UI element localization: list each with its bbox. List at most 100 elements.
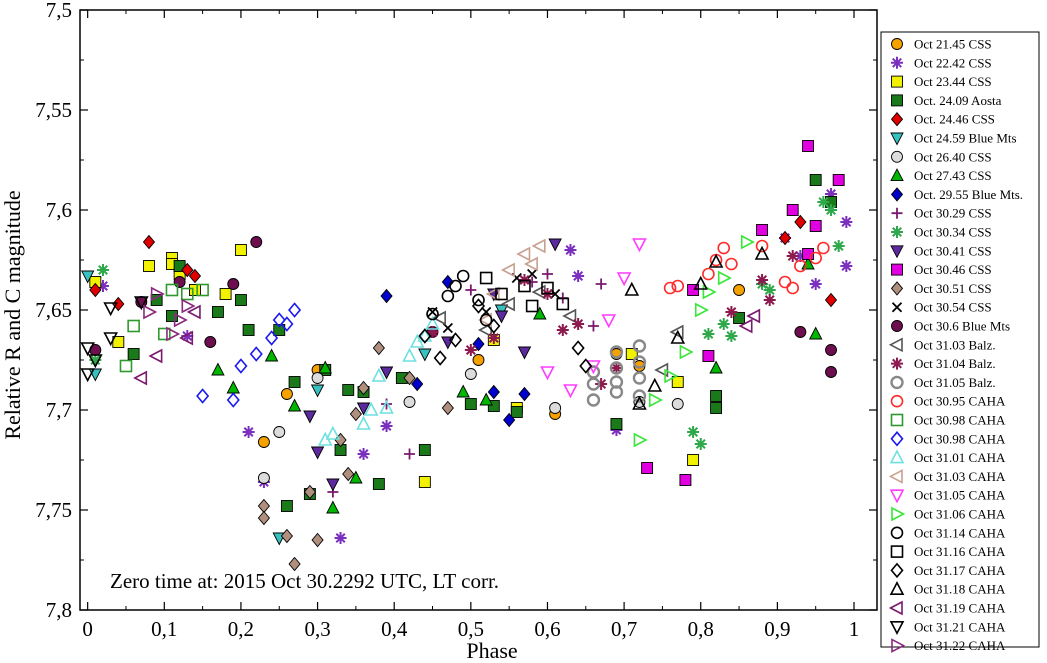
data-point bbox=[80, 270, 95, 284]
legend-marker bbox=[891, 56, 903, 69]
legend-label: Oct 31.18 CAHA bbox=[914, 582, 1006, 597]
data-point bbox=[610, 418, 623, 430]
y-tick-label: 7,6 bbox=[46, 198, 72, 222]
data-point bbox=[824, 292, 838, 308]
data-point bbox=[778, 275, 792, 289]
legend-label: Oct 31.04 Balz. bbox=[914, 356, 996, 371]
data-point bbox=[119, 359, 133, 373]
data-point bbox=[303, 410, 317, 424]
legend-marker bbox=[888, 600, 903, 616]
data-point bbox=[832, 174, 845, 186]
legend-marker bbox=[891, 94, 903, 107]
data-point bbox=[840, 216, 853, 228]
data-point bbox=[825, 366, 837, 378]
data-point bbox=[531, 238, 546, 254]
data-point bbox=[464, 344, 477, 356]
x-tick-label: 0,9 bbox=[764, 617, 790, 641]
data-point bbox=[234, 244, 247, 256]
data-point bbox=[211, 306, 224, 318]
data-point bbox=[817, 241, 830, 255]
data-point bbox=[609, 345, 624, 359]
data-point bbox=[188, 268, 202, 284]
data-point bbox=[227, 278, 240, 290]
data-point bbox=[525, 299, 539, 313]
data-point bbox=[763, 284, 776, 296]
data-point bbox=[669, 324, 684, 340]
data-point bbox=[825, 188, 838, 200]
data-point bbox=[802, 248, 814, 260]
data-point bbox=[103, 302, 118, 317]
data-point bbox=[663, 281, 677, 295]
legend-marker bbox=[891, 357, 903, 370]
data-point bbox=[288, 376, 301, 388]
data-point bbox=[549, 402, 562, 414]
legend-marker bbox=[890, 281, 904, 296]
y-tick-label: 7,65 bbox=[35, 298, 72, 322]
data-point bbox=[280, 388, 293, 400]
legend-label: Oct 30.46 CSS bbox=[914, 262, 992, 277]
legend-marker bbox=[891, 506, 906, 522]
data-point bbox=[181, 298, 196, 314]
data-point bbox=[417, 327, 433, 342]
data-point bbox=[809, 220, 822, 232]
data-point bbox=[641, 462, 654, 474]
data-point bbox=[609, 385, 624, 399]
data-point bbox=[143, 260, 155, 272]
data-point bbox=[418, 328, 432, 344]
data-point bbox=[257, 498, 271, 514]
data-point bbox=[687, 284, 700, 296]
data-point bbox=[526, 276, 538, 288]
legend-label: Oct 22.42 CSS bbox=[914, 55, 992, 70]
data-point bbox=[679, 344, 694, 360]
data-point bbox=[500, 262, 515, 278]
legend-label: Oct 31.01 CAHA bbox=[914, 450, 1006, 465]
data-point bbox=[318, 360, 332, 374]
legend-label: Oct 24.59 Blue Mts bbox=[914, 131, 1017, 146]
data-point bbox=[632, 371, 647, 385]
legend-label: Oct 31.16 CAHA bbox=[914, 544, 1006, 559]
x-axis-title: Phase bbox=[466, 638, 517, 663]
data-point bbox=[379, 399, 394, 414]
data-point bbox=[127, 319, 140, 333]
legend-label: Oct 30.29 CSS bbox=[914, 206, 992, 221]
data-point bbox=[809, 278, 822, 290]
data-point bbox=[280, 500, 293, 512]
legend-label: Oct 26.40 CSS bbox=[914, 149, 992, 164]
data-point bbox=[142, 234, 156, 250]
legend-label: Oct 31.06 CAHA bbox=[914, 507, 1006, 522]
data-point bbox=[465, 284, 477, 296]
data-point bbox=[456, 269, 470, 283]
data-point bbox=[694, 302, 709, 318]
data-point bbox=[173, 276, 186, 288]
data-point bbox=[257, 510, 271, 526]
data-point bbox=[211, 362, 225, 376]
data-point bbox=[763, 294, 776, 306]
legend-marker bbox=[891, 207, 903, 219]
data-point bbox=[679, 474, 692, 486]
data-point bbox=[441, 400, 454, 416]
data-point bbox=[485, 286, 500, 302]
y-tick-label: 7,7 bbox=[46, 398, 72, 422]
data-point bbox=[725, 330, 738, 342]
legend-label: Oct 30.6 Blue Mts bbox=[914, 319, 1010, 334]
data-point bbox=[786, 281, 800, 295]
data-point bbox=[717, 241, 731, 255]
data-point bbox=[179, 330, 194, 346]
data-point bbox=[89, 354, 102, 366]
data-point bbox=[778, 230, 792, 246]
data-point bbox=[234, 294, 247, 306]
data-point bbox=[609, 361, 624, 375]
data-point bbox=[586, 377, 601, 391]
legend-label: Oct 30.98 CAHA bbox=[914, 413, 1006, 428]
data-point bbox=[426, 307, 439, 321]
data-point bbox=[471, 298, 486, 314]
data-point bbox=[431, 310, 446, 326]
data-point bbox=[96, 264, 109, 276]
legend-label: Oct. 24.09 Aosta bbox=[914, 93, 1002, 108]
data-point bbox=[702, 328, 715, 340]
data-point bbox=[189, 284, 201, 296]
data-point bbox=[303, 484, 316, 500]
data-point bbox=[708, 253, 724, 268]
data-point bbox=[479, 271, 493, 285]
data-point bbox=[272, 312, 286, 328]
